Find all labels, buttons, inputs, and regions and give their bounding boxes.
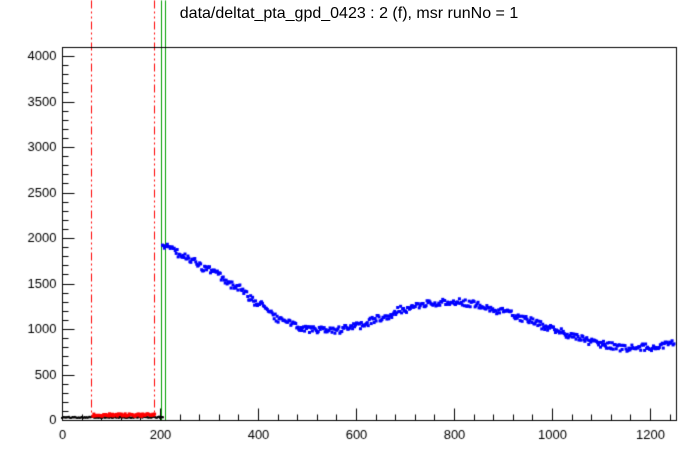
- plot-canvas[interactable]: [0, 0, 698, 474]
- root-plot-window: data/deltat_pta_gpd_0423 : 2 (f), msr ru…: [0, 0, 698, 474]
